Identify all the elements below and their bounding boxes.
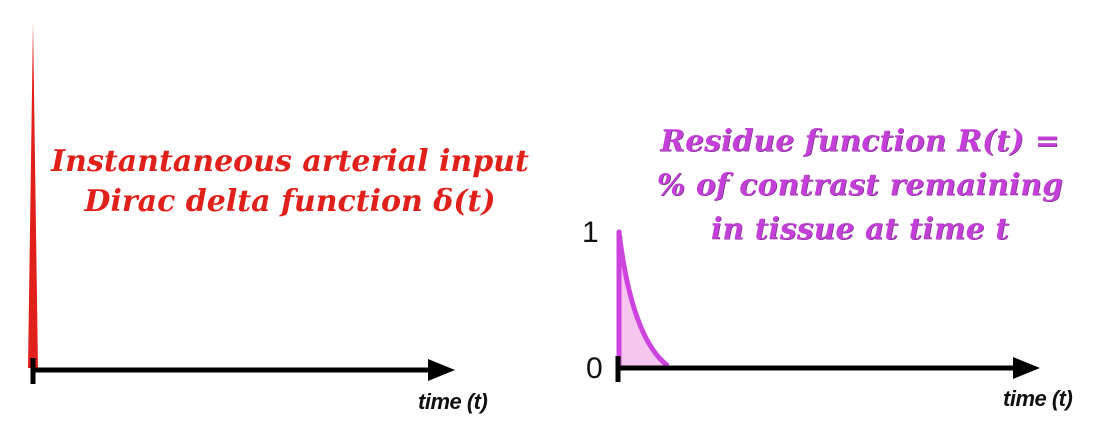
right-title-line3: in tissue at time t (710, 212, 1010, 247)
right-axis-arrowhead (1013, 357, 1040, 379)
right-y-tick-bottom: 0 (586, 352, 603, 385)
left-x-axis-label: time (t) (418, 389, 488, 414)
left-axis-arrowhead (428, 359, 455, 381)
right-y-tick-top: 1 (582, 216, 599, 249)
left-title-line2: Dirac delta function δ(t) (84, 184, 496, 219)
left-panel-title: Instantaneous arterial input Dirac delta… (30, 142, 550, 222)
right-title-line1: Residue function R(t) = (660, 124, 1060, 159)
residue-curve-fill (619, 232, 668, 366)
right-x-axis-label: time (t) (1003, 386, 1073, 411)
residue-curve-line (616, 229, 670, 368)
left-title-line1: Instantaneous arterial input (51, 144, 529, 179)
dirac-delta-spike (28, 22, 38, 368)
right-panel-title: Residue function R(t) = % of contrast re… (640, 120, 1080, 252)
right-title-line2: % of contrast remaining (656, 168, 1064, 203)
